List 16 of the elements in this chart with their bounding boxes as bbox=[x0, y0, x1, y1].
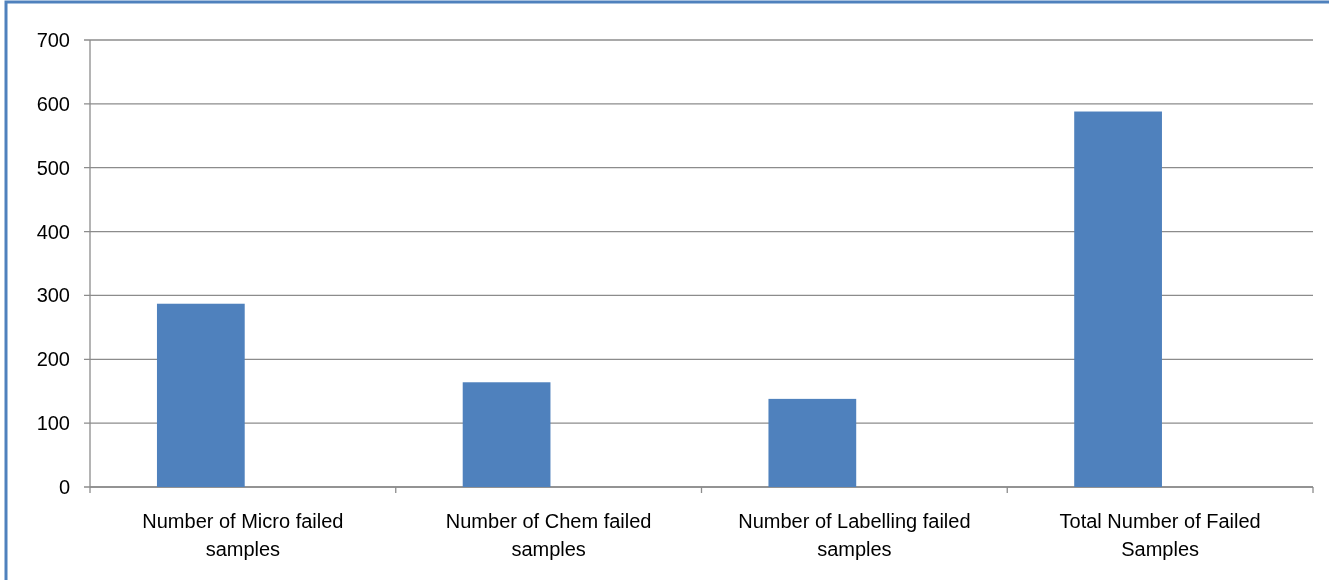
y-tick-label: 200 bbox=[36, 348, 70, 371]
y-tick-label: 300 bbox=[36, 284, 70, 307]
bar bbox=[768, 398, 857, 487]
y-tick-label: 400 bbox=[36, 220, 70, 243]
x-tick-label: Total Number of Failed Samples bbox=[1059, 510, 1261, 560]
y-tick-label: 600 bbox=[36, 92, 70, 115]
bar bbox=[156, 303, 245, 487]
bar bbox=[462, 382, 551, 487]
x-tick-label: Number of Labelling failed samples bbox=[738, 510, 971, 560]
x-tick-label: Number of Micro failed samples bbox=[142, 510, 344, 560]
y-tick-label: 0 bbox=[58, 476, 70, 498]
y-tick-label: 500 bbox=[36, 156, 70, 179]
x-tick-label: Number of Chem failed samples bbox=[445, 510, 652, 560]
y-tick-label: 100 bbox=[36, 412, 70, 435]
y-tick-label: 700 bbox=[36, 29, 70, 51]
bar bbox=[1074, 111, 1162, 487]
